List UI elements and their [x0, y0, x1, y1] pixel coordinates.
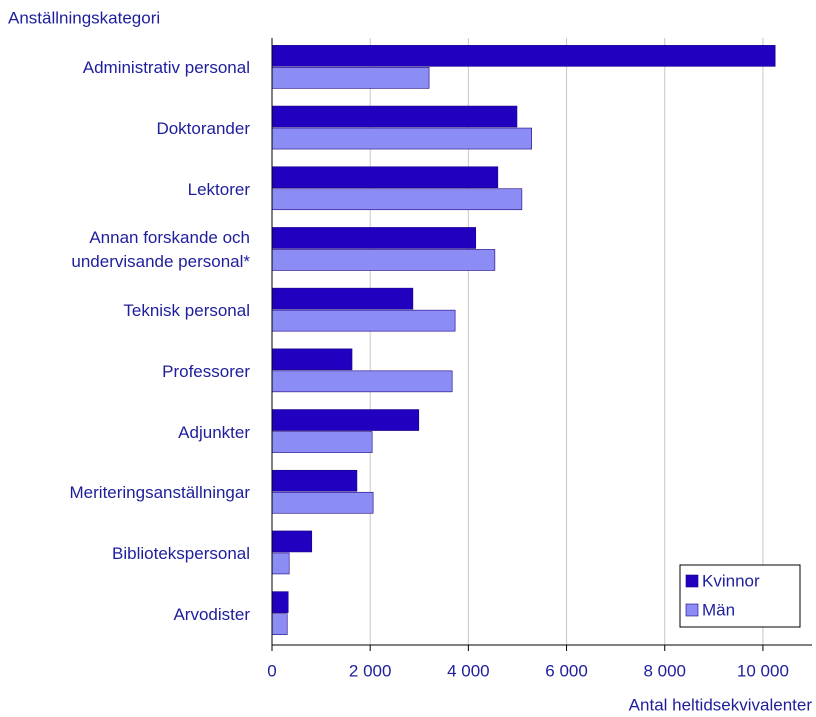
bar	[271, 552, 290, 575]
bar	[271, 45, 776, 67]
bar	[271, 530, 313, 553]
bar	[271, 105, 518, 128]
y-tick-label: Meriteringsanställningar	[69, 483, 250, 503]
x-axis-label: Antal heltidsekvivalenter	[629, 695, 813, 714]
y-tick-label: Bibliotekspersonal	[112, 543, 250, 563]
bar	[271, 591, 289, 613]
bar	[271, 188, 523, 211]
bar	[271, 249, 496, 271]
y-tick-label: Teknisk personal	[123, 301, 250, 321]
bar	[271, 166, 499, 189]
bar	[271, 370, 453, 393]
y-tick-label: Annan forskande och undervisande persona…	[71, 228, 250, 272]
bar	[271, 309, 456, 332]
y-tick-label: Professorer	[162, 361, 250, 381]
legend-swatch	[685, 603, 699, 617]
bar	[271, 613, 288, 635]
bar	[271, 287, 414, 310]
legend-box	[679, 564, 801, 628]
bar	[271, 469, 358, 492]
bar	[271, 227, 477, 249]
bar	[271, 67, 430, 89]
bar	[271, 491, 374, 514]
bar	[271, 409, 420, 431]
legend-swatch	[685, 574, 699, 588]
bar	[271, 127, 532, 150]
x-tick-label: 0	[267, 661, 276, 680]
x-tick-label: 6 000	[545, 661, 588, 680]
y-tick-label: Lektorer	[187, 179, 250, 199]
chart-title: Anställningskategori	[8, 8, 160, 27]
x-tick-label: 4 000	[447, 661, 490, 680]
legend-label: Män	[702, 600, 735, 619]
x-tick-label: 8 000	[643, 661, 686, 680]
y-tick-label: Adjunkter	[178, 422, 250, 442]
y-tick-label: Arvodister	[173, 604, 250, 624]
legend-label: Kvinnor	[702, 571, 760, 590]
bar	[271, 431, 373, 453]
y-tick-label: Doktorander	[156, 119, 250, 139]
x-tick-label: 2 000	[349, 661, 392, 680]
x-tick-label: 10 000	[737, 661, 789, 680]
bar	[271, 348, 353, 371]
y-tick-label: Administrativ personal	[82, 58, 250, 78]
